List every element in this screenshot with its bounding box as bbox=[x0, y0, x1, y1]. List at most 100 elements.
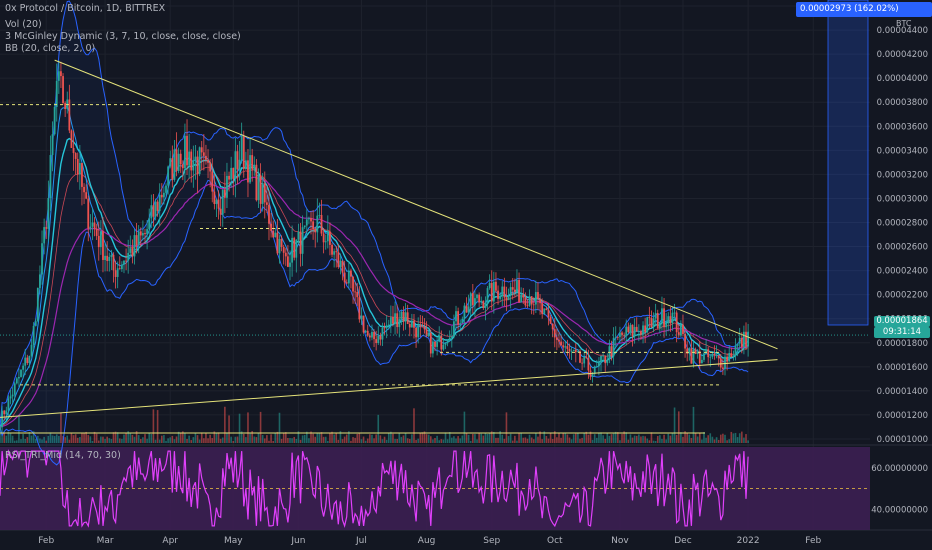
candle-body bbox=[469, 293, 472, 307]
volume-bar bbox=[79, 436, 81, 443]
candle-body bbox=[509, 287, 512, 296]
volume-legend[interactable]: Vol (20) bbox=[5, 19, 42, 30]
volume-bar bbox=[184, 433, 186, 443]
candle-body bbox=[484, 302, 487, 309]
volume-bar bbox=[116, 432, 119, 443]
trendline bbox=[0, 359, 778, 418]
candle-body bbox=[131, 248, 134, 257]
rsi-legend[interactable]: RSI_TRI_Mid (14, 70, 30) bbox=[5, 450, 121, 461]
candle-body bbox=[560, 341, 562, 346]
volume-bar bbox=[621, 433, 623, 443]
volume-bar bbox=[690, 437, 693, 443]
volume-bar bbox=[144, 434, 146, 443]
candle-body bbox=[196, 156, 199, 175]
volume-bar bbox=[581, 437, 583, 443]
time-tick-label: Dec bbox=[674, 536, 691, 546]
candle-body bbox=[572, 349, 575, 351]
volume-bar bbox=[3, 432, 6, 443]
candle-body bbox=[22, 365, 25, 370]
candle-body bbox=[205, 155, 207, 160]
volume-bar bbox=[127, 431, 129, 443]
volume-bar bbox=[137, 435, 140, 443]
volume-bar bbox=[324, 436, 327, 443]
candle-body bbox=[123, 260, 125, 265]
volume-bar bbox=[81, 433, 83, 443]
candle-body bbox=[360, 315, 363, 320]
volume-bar bbox=[711, 436, 714, 443]
time-tick-label: Feb bbox=[805, 536, 821, 546]
candle-body bbox=[15, 378, 18, 384]
volume-bar bbox=[516, 440, 518, 443]
candle-body bbox=[690, 348, 693, 364]
volume-bar bbox=[415, 439, 417, 443]
candle-body bbox=[167, 166, 170, 186]
volume-bar bbox=[0, 433, 1, 443]
mcginley-legend[interactable]: 3 McGinley Dynamic (3, 7, 10, close, clo… bbox=[5, 31, 241, 42]
chart-title: 0x Protocol / Bitcoin, 1D, BITTREX bbox=[5, 3, 166, 14]
volume-bar bbox=[263, 438, 266, 443]
time-tick-label: Feb bbox=[38, 536, 54, 546]
volume-bar bbox=[526, 438, 529, 443]
volume-bar bbox=[484, 433, 487, 443]
candle-body bbox=[247, 160, 249, 183]
volume-bar bbox=[20, 439, 22, 443]
bollinger-legend[interactable]: BB (20, close, 2, 0) bbox=[5, 43, 96, 54]
volume-bar bbox=[469, 440, 472, 443]
volume-bar bbox=[226, 432, 228, 443]
candle-body bbox=[305, 219, 308, 226]
candle-body bbox=[511, 287, 514, 290]
candle-body bbox=[81, 162, 83, 187]
candle-body bbox=[492, 281, 495, 302]
volume-bar bbox=[375, 434, 377, 443]
volume-bar bbox=[205, 432, 207, 443]
candle-body bbox=[133, 235, 136, 257]
currency-unit-label: BTC bbox=[896, 19, 912, 28]
volume-bar bbox=[64, 437, 66, 443]
candle-body bbox=[627, 326, 630, 333]
candle-body bbox=[474, 298, 476, 306]
candle-body bbox=[9, 396, 12, 399]
candle-body bbox=[373, 332, 375, 340]
candle-body bbox=[568, 348, 571, 352]
candle-body bbox=[291, 237, 294, 263]
candle-body bbox=[223, 189, 226, 198]
volume-bar bbox=[545, 436, 548, 443]
volume-bar bbox=[55, 434, 58, 443]
candle-body bbox=[253, 164, 256, 170]
volume-bar bbox=[287, 437, 289, 443]
volume-bar bbox=[480, 433, 483, 443]
volume-bar bbox=[219, 438, 222, 443]
candle-body bbox=[549, 317, 552, 324]
candle-body bbox=[703, 353, 705, 360]
candle-body bbox=[146, 229, 149, 235]
candle-body bbox=[385, 325, 388, 329]
volume-bar bbox=[320, 432, 323, 443]
volume-bar bbox=[196, 435, 199, 443]
candle-body bbox=[190, 151, 193, 171]
candle-body bbox=[419, 325, 422, 327]
volume-bar bbox=[34, 439, 37, 443]
candle-body bbox=[587, 358, 590, 371]
candle-body bbox=[747, 331, 750, 347]
volume-bar bbox=[350, 440, 352, 443]
volume-bar bbox=[717, 439, 720, 443]
volume-bar bbox=[24, 438, 27, 443]
candle-body bbox=[314, 229, 317, 233]
candle-body bbox=[570, 350, 573, 352]
candle-body bbox=[574, 349, 577, 353]
volume-bar bbox=[623, 431, 625, 443]
candle-body bbox=[413, 320, 415, 328]
candle-body bbox=[55, 80, 58, 107]
price-tick-label: 0.00003000 bbox=[877, 194, 928, 204]
volume-bar bbox=[37, 435, 39, 443]
candle-body bbox=[392, 317, 394, 324]
volume-bar bbox=[539, 431, 541, 443]
volume-bar bbox=[215, 432, 218, 443]
rsi-indicator: 60.00000000 40.00000000 bbox=[0, 449, 928, 529]
time-tick-label: Nov bbox=[611, 536, 629, 546]
candle-body bbox=[194, 156, 197, 161]
candle-body bbox=[150, 205, 153, 219]
candle-body bbox=[440, 335, 443, 350]
volume-bar bbox=[556, 437, 558, 443]
